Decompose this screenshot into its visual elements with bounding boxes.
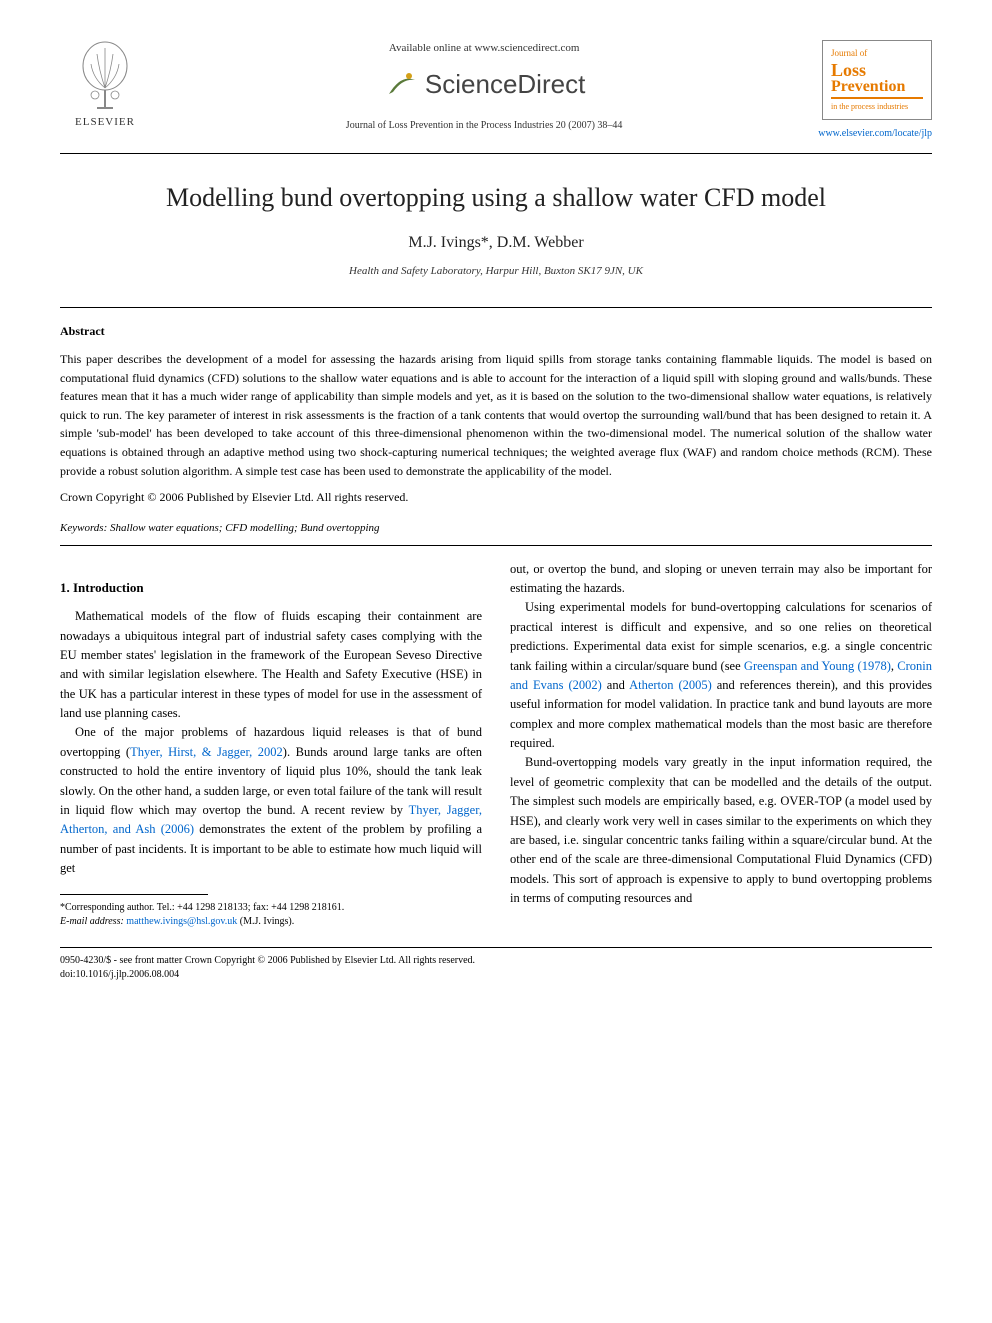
article-affiliation: Health and Safety Laboratory, Harpur Hil… <box>60 263 932 280</box>
citation-link[interactable]: Atherton (2005) <box>629 678 712 692</box>
section-1-heading: 1. Introduction <box>60 578 482 598</box>
intro-para-2: One of the major problems of hazardous l… <box>60 723 482 878</box>
divider <box>60 307 932 308</box>
body-columns: 1. Introduction Mathematical models of t… <box>60 560 932 930</box>
keywords-text: Shallow water equations; CFD modelling; … <box>110 522 379 534</box>
footnote-divider <box>60 894 208 895</box>
footnote-email-link[interactable]: matthew.ivings@hsl.gov.uk <box>126 916 237 927</box>
sciencedirect-text: ScienceDirect <box>425 65 585 104</box>
header-right: Journal of Loss Prevention in the proces… <box>818 40 932 141</box>
footnote-email-line: E-mail address: matthew.ivings@hsl.gov.u… <box>60 915 482 929</box>
footer-divider <box>60 947 932 948</box>
journal-citation: Journal of Loss Prevention in the Proces… <box>170 118 798 133</box>
cover-journal-of: Journal of <box>831 47 923 61</box>
article-authors: M.J. Ivings*, D.M. Webber <box>60 231 932 255</box>
available-online-text: Available online at www.sciencedirect.co… <box>170 40 798 57</box>
abstract-text: This paper describes the development of … <box>60 350 932 480</box>
footer-doi: doi:10.1016/j.jlp.2006.08.004 <box>60 968 932 982</box>
cover-loss: Loss <box>831 61 923 79</box>
elsevier-tree-icon <box>75 40 135 110</box>
cover-subtitle: in the process industries <box>831 101 923 113</box>
abstract-heading: Abstract <box>60 322 932 340</box>
cover-prevention: Prevention <box>831 79 923 99</box>
elsevier-logo-block: ELSEVIER <box>60 40 150 131</box>
header-center: Available online at www.sciencedirect.co… <box>150 40 818 133</box>
left-column: 1. Introduction Mathematical models of t… <box>60 560 482 930</box>
intro-para-1: Mathematical models of the flow of fluid… <box>60 607 482 723</box>
sciencedirect-swoosh-icon <box>383 66 419 102</box>
keywords-label: Keywords: <box>60 522 107 534</box>
abstract-copyright: Crown Copyright © 2006 Published by Else… <box>60 488 932 506</box>
footnote-phone: *Corresponding author. Tel.: +44 1298 21… <box>60 901 482 915</box>
journal-cover: Journal of Loss Prevention in the proces… <box>822 40 932 120</box>
intro-para-4: Bund-overtopping models vary greatly in … <box>510 753 932 908</box>
footer-copyright: 0950-4230/$ - see front matter Crown Cop… <box>60 954 932 968</box>
citation-link[interactable]: Thyer, Hirst, & Jagger, 2002 <box>130 745 283 759</box>
elsevier-label: ELSEVIER <box>75 114 135 131</box>
text-fragment: and <box>602 678 629 692</box>
page-header: ELSEVIER Available online at www.science… <box>60 40 932 154</box>
corresponding-author-footnote: *Corresponding author. Tel.: +44 1298 21… <box>60 901 482 929</box>
citation-link[interactable]: Greenspan and Young (1978) <box>744 659 891 673</box>
right-column: out, or overtop the bund, and sloping or… <box>510 560 932 930</box>
divider <box>60 545 932 546</box>
footnote-email-label: E-mail address: <box>60 916 124 927</box>
sciencedirect-logo: ScienceDirect <box>170 65 798 104</box>
keywords-line: Keywords: Shallow water equations; CFD m… <box>60 520 932 537</box>
footnote-email-name: (M.J. Ivings). <box>240 916 294 927</box>
article-title: Modelling bund overtopping using a shall… <box>60 178 932 217</box>
intro-para-3: Using experimental models for bund-overt… <box>510 598 932 753</box>
journal-homepage-link[interactable]: www.elsevier.com/locate/jlp <box>818 126 932 141</box>
intro-para-2-cont: out, or overtop the bund, and sloping or… <box>510 560 932 599</box>
